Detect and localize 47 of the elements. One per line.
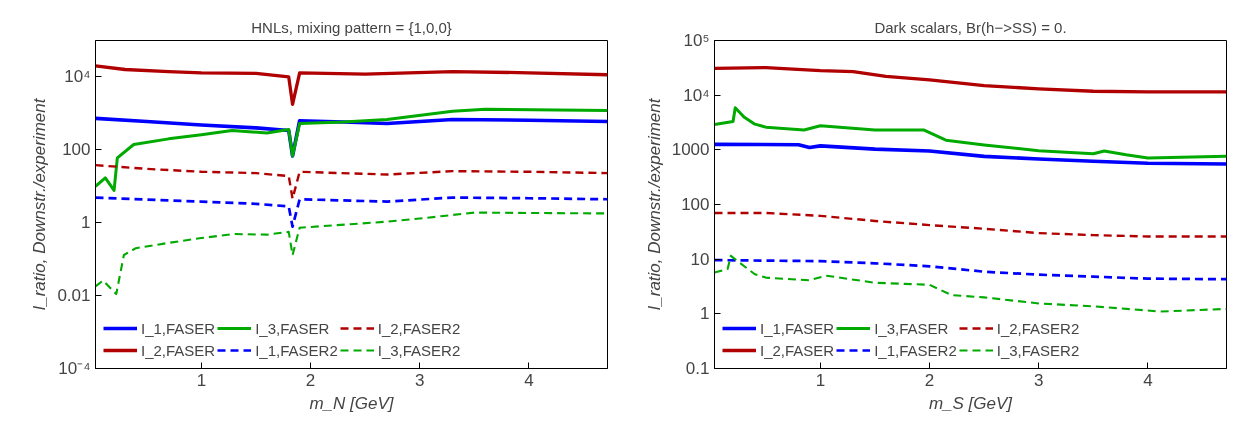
chart-title: HNLs, mixing pattern = {1,0,0} bbox=[251, 18, 452, 36]
x-tick-label: 1 bbox=[196, 370, 207, 390]
y-tick-label: 1000 bbox=[671, 140, 710, 160]
y-tick-label: 1 bbox=[81, 213, 91, 233]
legend-label: I_2,FASER2 bbox=[996, 319, 1080, 337]
y-tick-label: 10⁴ bbox=[683, 85, 710, 105]
legend-label: I_3,FASER2 bbox=[996, 341, 1080, 359]
legend-label: I_3,FASER2 bbox=[377, 341, 461, 359]
x-axis-title: m_S [GeV] bbox=[928, 393, 1014, 413]
line-series bbox=[714, 211, 1227, 238]
line-series bbox=[714, 106, 1227, 160]
legend-label: I_2,FASER bbox=[141, 341, 216, 359]
y-tick-label: 1 bbox=[700, 304, 710, 324]
y-tick-label: 10⁴ bbox=[64, 67, 91, 87]
line-series bbox=[714, 65, 1227, 94]
x-tick-label: 3 bbox=[1034, 370, 1044, 390]
legend-label: I_3,FASER bbox=[874, 319, 949, 337]
x-tick-label: 3 bbox=[415, 370, 425, 390]
legend-label: I_1,FASER2 bbox=[255, 341, 338, 359]
line-series bbox=[714, 142, 1227, 166]
x-axis-title: m_N [GeV] bbox=[309, 393, 395, 413]
legend-label: I_3,FASER bbox=[255, 319, 330, 337]
legend-label: I_1,FASER bbox=[141, 319, 216, 337]
legend-label: I_1,FASER2 bbox=[874, 341, 957, 359]
x-tick-label: 4 bbox=[1143, 370, 1153, 390]
line-series bbox=[95, 196, 608, 228]
x-tick-label: 2 bbox=[305, 370, 316, 390]
chart-title: Dark scalars, Br(h−>SS) = 0. bbox=[874, 18, 1067, 36]
y-tick-label: 0.1 bbox=[685, 359, 710, 378]
y-axis-title: I_ratio, Downstr./experiment bbox=[30, 97, 50, 311]
y-tick-label: 100 bbox=[62, 140, 91, 160]
legend-label: I_2,FASER bbox=[760, 341, 835, 359]
y-tick-label: 0.01 bbox=[57, 286, 91, 306]
line-series bbox=[714, 258, 1227, 281]
legend-label: I_1,FASER bbox=[760, 319, 835, 337]
line-series bbox=[95, 64, 608, 106]
line-series bbox=[95, 163, 608, 200]
x-tick-label: 1 bbox=[815, 370, 826, 390]
legend-label: I_2,FASER2 bbox=[377, 319, 461, 337]
y-tick-label: 10⁵ bbox=[683, 31, 710, 50]
y-axis-title: I_ratio, Downstr./experiment bbox=[644, 97, 664, 311]
y-tick-label: 10 bbox=[690, 249, 710, 269]
x-tick-label: 4 bbox=[524, 370, 534, 390]
x-tick-label: 2 bbox=[924, 370, 935, 390]
y-tick-label: 100 bbox=[681, 195, 710, 214]
y-tick-label: 10⁻⁴ bbox=[58, 359, 91, 378]
line-series bbox=[95, 107, 608, 192]
